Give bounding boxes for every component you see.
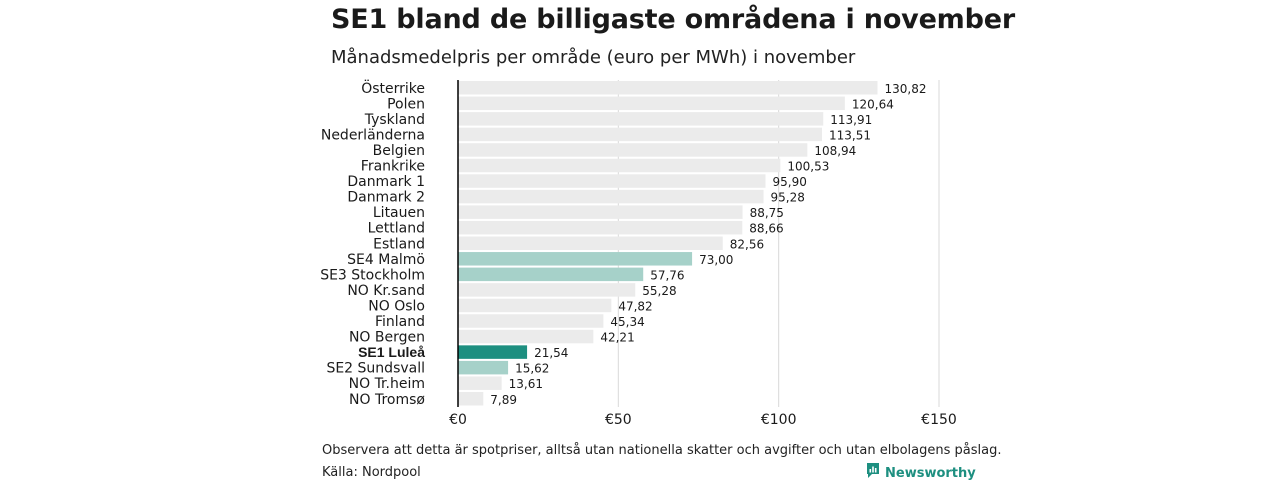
bar — [458, 376, 502, 390]
source-note: Källa: Nordpool — [322, 465, 421, 480]
value-label: 130,82 — [884, 82, 926, 96]
bar — [458, 392, 484, 406]
bar — [458, 360, 509, 375]
category-label: SE1 Luleå — [358, 344, 425, 360]
category-label: Lettland — [368, 221, 425, 237]
value-label: 113,51 — [829, 128, 871, 142]
category-label: Nederländerna — [321, 127, 425, 143]
category-label: Belgien — [373, 143, 425, 159]
category-label: SE3 Stockholm — [320, 267, 425, 283]
bar — [458, 329, 594, 344]
value-label: 45,34 — [610, 315, 644, 329]
bar — [458, 127, 822, 142]
bar — [458, 189, 764, 204]
x-axis-ticks: €0 €50 €100 €150 — [449, 412, 957, 428]
bar-chart: ÖsterrikePolenTysklandNederländernaBelgi… — [320, 79, 957, 428]
value-label: 47,82 — [618, 299, 652, 313]
category-label: NO Tromsø — [349, 392, 425, 408]
bar — [458, 174, 766, 188]
x-tick-label: €50 — [605, 412, 632, 428]
newsworthy-logo-icon — [866, 462, 880, 484]
bar — [458, 96, 845, 111]
bar — [458, 267, 644, 282]
bar — [458, 205, 743, 219]
category-label: Danmark 1 — [347, 174, 425, 190]
category-labels: ÖsterrikePolenTysklandNederländernaBelgi… — [320, 79, 425, 408]
value-label: 95,28 — [771, 191, 805, 205]
category-label: Danmark 2 — [347, 190, 425, 206]
x-tick-label: €150 — [921, 412, 957, 428]
bar — [458, 220, 743, 235]
value-label: 7,89 — [490, 393, 517, 407]
category-label: SE4 Malmö — [347, 252, 425, 268]
category-label: Litauen — [373, 205, 425, 221]
value-label: 113,91 — [830, 113, 872, 127]
brand-logo: Newsworthy — [866, 462, 976, 484]
value-label: 42,21 — [600, 331, 634, 345]
category-label: Polen — [387, 96, 425, 112]
value-label: 88,75 — [750, 206, 784, 220]
category-label: Estland — [373, 236, 425, 252]
value-label: 120,64 — [852, 97, 894, 111]
value-label: 57,76 — [650, 268, 684, 282]
value-label: 15,62 — [515, 362, 549, 376]
value-label: 13,61 — [509, 377, 543, 391]
bars — [458, 81, 878, 406]
value-label: 88,66 — [749, 222, 783, 236]
bar — [458, 345, 528, 359]
chart-subtitle: Månadsmedelpris per område (euro per MWh… — [331, 47, 856, 68]
value-label: 108,94 — [814, 144, 856, 158]
x-tick-label: €100 — [761, 412, 797, 428]
category-label: NO Tr.heim — [349, 376, 425, 392]
brand-name: Newsworthy — [885, 465, 976, 481]
bar — [458, 236, 723, 250]
category-label: Finland — [375, 314, 425, 330]
bar — [458, 112, 824, 126]
bar — [458, 298, 612, 313]
bar — [458, 314, 604, 328]
bar — [458, 158, 781, 173]
value-label: 55,28 — [642, 284, 676, 298]
category-label: NO Bergen — [349, 330, 425, 346]
value-label: 21,54 — [534, 346, 568, 360]
footnote: Observera att detta är spotpriser, allts… — [322, 443, 1002, 458]
category-label: NO Kr.sand — [347, 283, 425, 299]
category-label: NO Oslo — [368, 298, 425, 314]
category-label: SE2 Sundsvall — [326, 361, 425, 377]
category-label: Tyskland — [364, 112, 425, 128]
bar — [458, 143, 808, 157]
x-tick-label: €0 — [449, 412, 467, 428]
bar — [458, 283, 636, 297]
value-label: 73,00 — [699, 253, 733, 267]
category-label: Frankrike — [361, 159, 425, 175]
value-label: 82,56 — [730, 237, 764, 251]
value-label: 95,90 — [773, 175, 807, 189]
chart-title: SE1 bland de billigaste områdena i novem… — [331, 4, 1015, 35]
bar — [458, 81, 878, 95]
value-label: 100,53 — [787, 160, 829, 174]
category-label: Österrike — [361, 79, 425, 97]
bar — [458, 252, 693, 266]
